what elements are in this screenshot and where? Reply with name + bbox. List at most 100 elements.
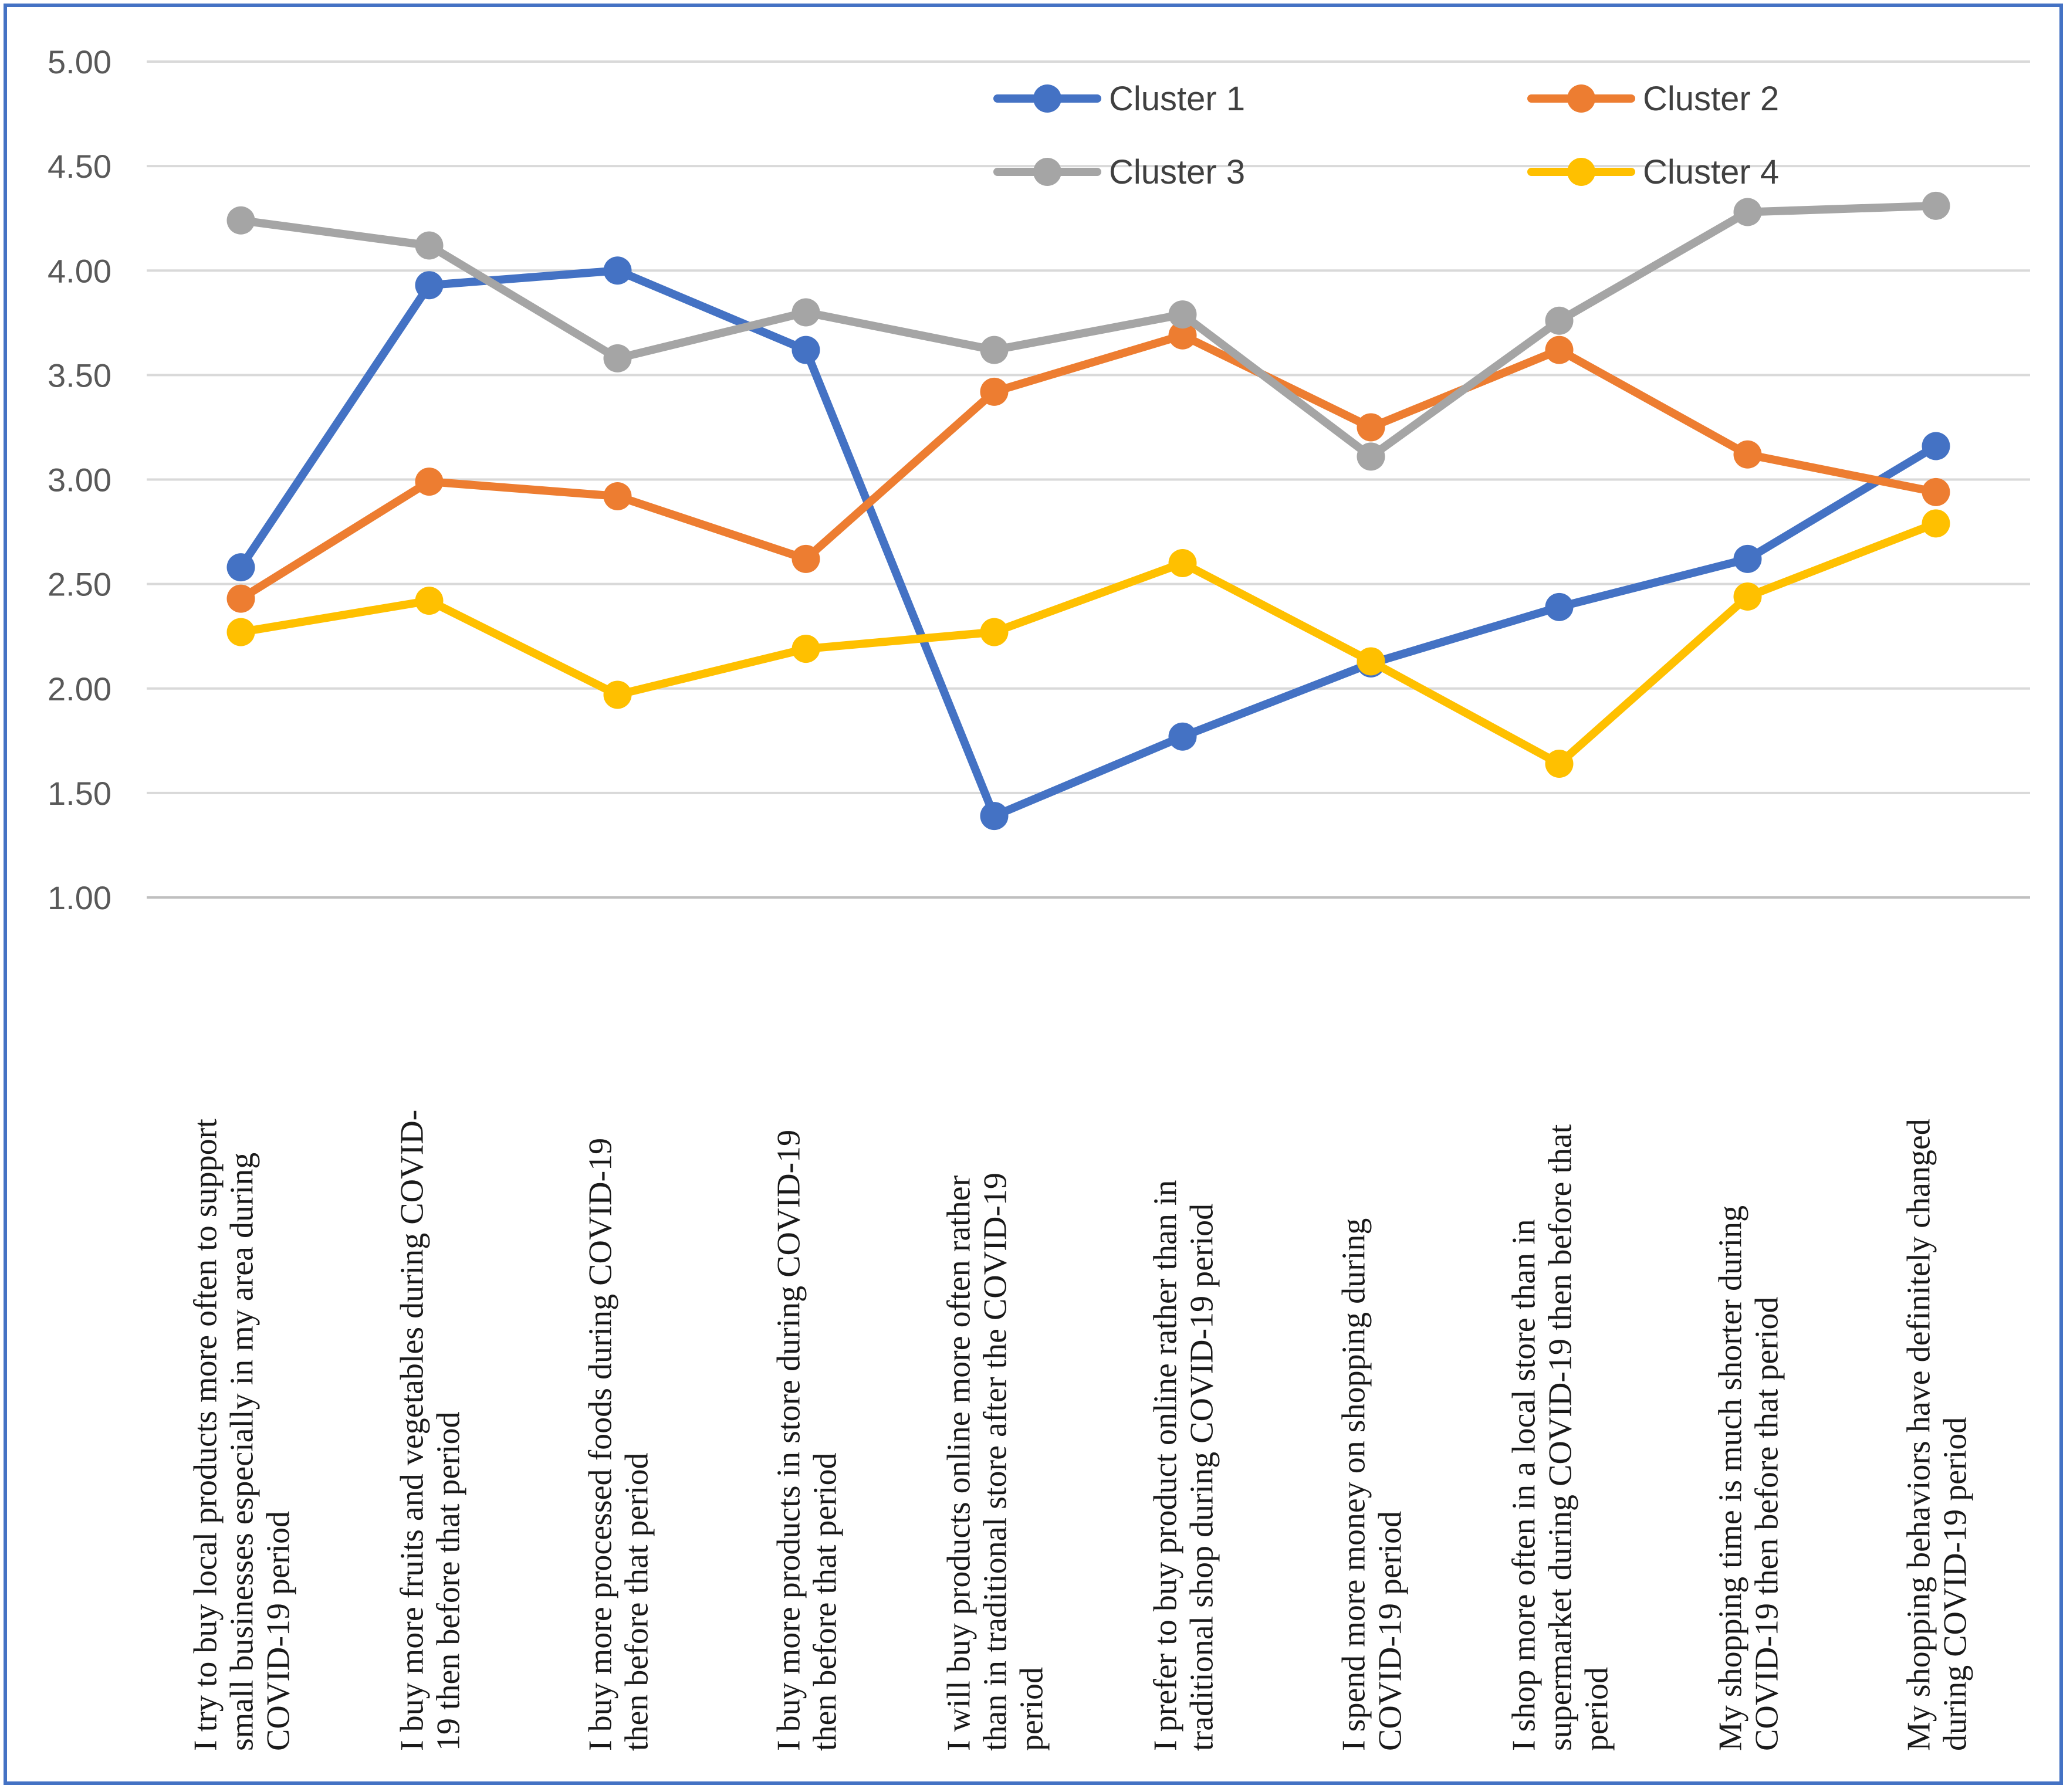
x-category-label-line: period: [1014, 1667, 1050, 1751]
legend-label: Cluster 3: [1109, 153, 1245, 191]
data-point: [980, 802, 1009, 831]
data-point: [415, 468, 444, 496]
data-point: [1733, 198, 1762, 226]
x-category-label-line: period: [1579, 1667, 1615, 1751]
data-point: [1168, 549, 1197, 577]
x-axis-labels: I try to buy local products more often t…: [188, 1110, 1974, 1751]
data-point: [1168, 300, 1197, 329]
x-category-label-line: I prefer to buy product online rather th…: [1148, 1180, 1184, 1751]
x-category-label: I buy more fruits and vegetables during …: [394, 1110, 467, 1751]
series-line: [236, 331, 1940, 603]
data-point: [603, 680, 632, 709]
y-tick-label: 4.00: [48, 252, 111, 289]
data-point: [1357, 442, 1385, 471]
y-tick-label: 4.50: [48, 148, 111, 185]
data-point: [1357, 413, 1385, 442]
data-point: [1922, 477, 1950, 506]
data-point: [1545, 336, 1574, 364]
legend-item: Cluster 3: [993, 153, 1245, 191]
series-cluster-1: [226, 256, 1950, 831]
data-point: [792, 635, 820, 663]
data-point: [1545, 592, 1574, 621]
data-point: [1733, 440, 1762, 469]
data-point: [226, 618, 255, 646]
x-category-label-line: than in traditional store after the COVI…: [978, 1173, 1014, 1751]
x-category-label-line: during COVID-19 period: [1937, 1417, 1974, 1751]
data-point: [226, 584, 255, 613]
data-point: [603, 256, 632, 285]
data-point: [1733, 582, 1762, 611]
x-category-label: I buy more processed foods during COVID-…: [583, 1138, 655, 1751]
y-tick-label: 3.00: [48, 462, 111, 499]
series-cluster-3: [226, 191, 1950, 471]
data-point: [792, 336, 820, 364]
x-category-label-line: COVID-19 then before that period: [1749, 1297, 1785, 1751]
x-category-label-line: I buy more fruits and vegetables during …: [394, 1110, 431, 1751]
legend-label: Cluster 2: [1643, 80, 1779, 118]
x-category-label-line: COVID-19 period: [1372, 1511, 1409, 1751]
legend-swatch-marker: [1033, 158, 1061, 186]
x-category-label-line: small businesses especially in my area d…: [224, 1153, 261, 1751]
legend-swatch-marker: [1033, 84, 1061, 113]
x-category-label-line: traditional shop during COVID-19 period: [1184, 1204, 1220, 1751]
legend-item: Cluster 2: [1527, 80, 1779, 118]
data-point: [226, 206, 255, 235]
x-category-label-line: then before that period: [619, 1453, 655, 1751]
x-category-label: My shopping behaviors have definitely ch…: [1901, 1119, 1974, 1751]
x-category-label-line: My shopping behaviors have definitely ch…: [1901, 1119, 1937, 1751]
y-tick-label: 2.50: [48, 566, 111, 603]
data-point: [792, 544, 820, 573]
data-point: [415, 271, 444, 300]
data-point: [1357, 647, 1385, 676]
legend-label: Cluster 1: [1109, 80, 1245, 118]
y-tick-label: 1.00: [48, 879, 111, 916]
x-category-label-line: I buy more processed foods during COVID-…: [583, 1138, 619, 1751]
legend-label: Cluster 4: [1643, 153, 1779, 191]
data-point: [1545, 750, 1574, 778]
x-category-label: I buy more products in store during COVI…: [771, 1130, 844, 1751]
gridlines: [147, 60, 2030, 899]
x-category-label-line: I shop more often in a local store than …: [1506, 1219, 1543, 1751]
data-point: [603, 482, 632, 510]
x-category-label-line: My shopping time is much shorter during: [1713, 1205, 1749, 1751]
legend-item: Cluster 4: [1527, 153, 1779, 191]
series-line: [236, 519, 1940, 768]
data-point: [415, 587, 444, 615]
legend-item: Cluster 1: [993, 80, 1245, 118]
data-point: [1168, 321, 1197, 350]
legend-swatch-marker: [1567, 158, 1595, 186]
x-category-label-line: 19 then before that period: [431, 1412, 467, 1751]
x-category-label: I will buy products online more often ra…: [941, 1173, 1050, 1751]
data-point: [1922, 432, 1950, 460]
data-point: [226, 553, 255, 582]
x-category-label: I prefer to buy product online rather th…: [1148, 1180, 1220, 1751]
data-point: [1922, 509, 1950, 538]
y-axis-ticks: 1.00 1.50 2.00 2.50 3.00 3.50 4.00 4.50 5.00: [48, 43, 111, 916]
data-point: [415, 231, 444, 260]
data-point: [980, 336, 1009, 364]
data-point: [1168, 722, 1197, 751]
x-category-label: I shop more often in a local store than …: [1506, 1124, 1615, 1751]
series-cluster-4: [226, 509, 1950, 778]
series-lines: [226, 191, 1950, 831]
x-category-label: I try to buy local products more often t…: [188, 1119, 297, 1751]
data-point: [1545, 306, 1574, 335]
x-category-label-line: I spend more money on shopping during: [1336, 1218, 1372, 1751]
legend-swatch-marker: [1567, 84, 1595, 113]
data-point: [792, 298, 820, 327]
y-tick-label: 3.50: [48, 357, 111, 394]
series-line: [236, 266, 1940, 821]
y-tick-label: 2.00: [48, 670, 111, 707]
x-category-label-line: I will buy products online more often ra…: [941, 1175, 978, 1751]
x-category-label-line: I buy more products in store during COVI…: [771, 1130, 807, 1751]
x-category-label: I spend more money on shopping during COV…: [1336, 1218, 1409, 1751]
data-point: [1733, 544, 1762, 573]
x-category-label-line: COVID-19 period: [261, 1511, 297, 1751]
y-tick-label: 5.00: [48, 43, 111, 80]
data-point: [1922, 191, 1950, 220]
data-point: [603, 344, 632, 372]
data-point: [980, 377, 1009, 406]
legend: Cluster 1 Cluster 2 Cluster 3 Cluster 4: [993, 80, 1779, 191]
chart-frame: [4, 4, 2063, 1785]
